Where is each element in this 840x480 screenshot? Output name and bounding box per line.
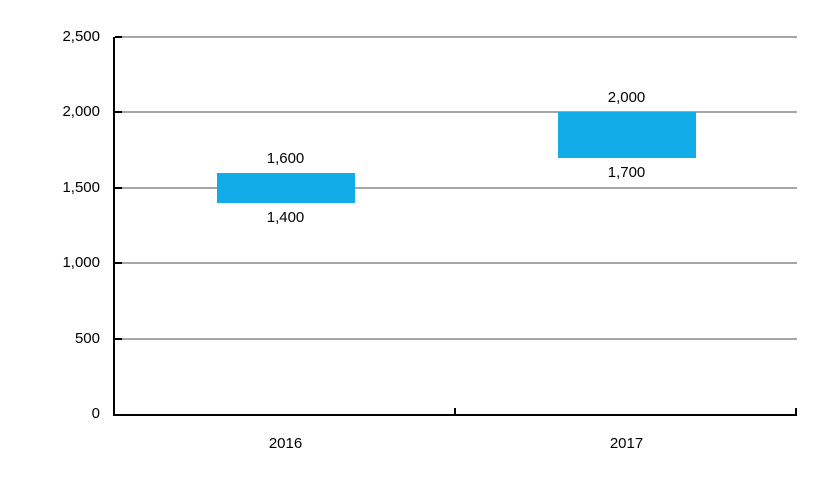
y-tick-1500 xyxy=(115,186,122,189)
y-tick-500 xyxy=(115,337,122,340)
bar-2016 xyxy=(216,172,355,203)
data-label-high-2017: 2,000 xyxy=(607,89,646,107)
y-axis-label-500: 500 xyxy=(74,329,100,347)
data-label-low-2016: 1,400 xyxy=(266,208,305,226)
x-axis-label-2016: 2016 xyxy=(268,435,303,452)
gridline-1500 xyxy=(115,186,797,189)
gridline-2000 xyxy=(115,111,797,114)
y-tick-1000 xyxy=(115,262,122,265)
x-tick-2 xyxy=(795,408,797,414)
gridline-500 xyxy=(115,337,797,340)
x-axis-label-2017: 2017 xyxy=(609,435,644,452)
gridline-2500 xyxy=(115,36,797,38)
y-axis-label-1000: 1,000 xyxy=(62,254,100,272)
data-label-low-2017: 1,700 xyxy=(607,163,646,181)
y-axis-line xyxy=(113,37,115,416)
y-tick-2500 xyxy=(115,36,122,38)
x-tick-1 xyxy=(454,408,456,414)
gridline-1000 xyxy=(115,262,797,265)
y-axis-label-2000: 2,000 xyxy=(62,103,100,121)
y-axis-label-2500: 2,500 xyxy=(62,28,100,45)
y-axis-label-1500: 1,500 xyxy=(62,178,100,196)
y-tick-2000 xyxy=(115,111,122,114)
bar-2017 xyxy=(557,112,696,158)
data-label-high-2016: 1,600 xyxy=(266,149,305,167)
x-axis-line xyxy=(113,414,797,416)
y-axis-label-0: 0 xyxy=(91,405,100,422)
